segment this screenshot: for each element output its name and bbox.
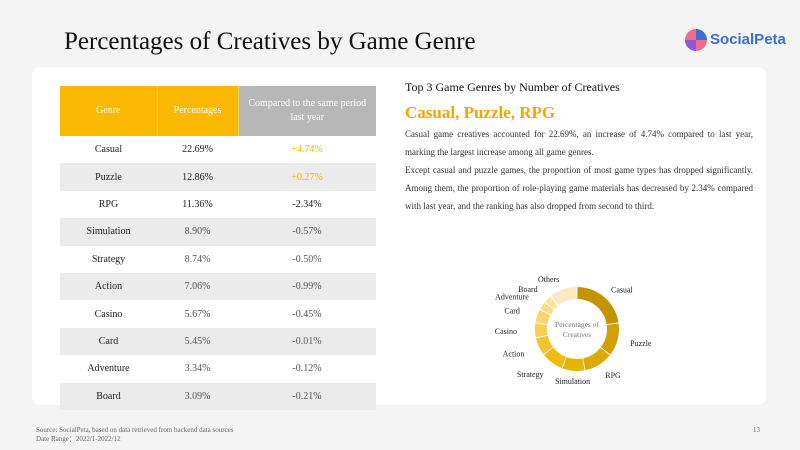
change-cell: +0.27%: [238, 163, 376, 191]
donut-label-others: Others: [538, 275, 559, 284]
donut-slice-others: [550, 287, 577, 306]
donut-center-label-line2: Creatives: [563, 330, 591, 339]
percentage-cell: 11.36%: [182, 198, 213, 210]
footer-source: Source: SocialPeta, based on data retrie…: [36, 426, 233, 444]
genre-table: Genre Percentages Compared to the same p…: [60, 86, 376, 410]
genre-cell: Puzzle: [60, 163, 157, 191]
source-note: Source: SocialPeta, based on data retrie…: [36, 426, 234, 434]
percentage-cell: 12.86%: [157, 163, 238, 191]
donut-slice-simulation: [562, 357, 585, 371]
header-compare: Compared to the same period last year: [237, 86, 376, 136]
donut-slice-rpg: [583, 347, 610, 371]
brand-logo-icon: [685, 29, 707, 51]
donut-slice-card: [535, 309, 551, 325]
summary-paragraph: Except casual and puzzle games, the prop…: [405, 165, 753, 211]
summary-subtitle: Casual, Puzzle, RPG: [405, 103, 556, 122]
page-number: 13: [753, 426, 760, 434]
donut-center-label-line1: Percentages of: [555, 320, 599, 329]
genre-cell: Adventure: [87, 363, 130, 375]
donut-label-adventure: Adventure: [495, 293, 529, 302]
summary-paragraph: Casual game creatives accounted for 22.6…: [405, 129, 753, 157]
donut-slice-action: [536, 335, 554, 355]
percentage-cell: 5.45%: [157, 327, 238, 356]
table-row: RPG 11.36% -2.34%: [60, 191, 376, 218]
donut-slice-strategy: [544, 347, 566, 369]
donut-slice-board: [545, 296, 558, 310]
table-row: Card 5.45% -0.01%: [60, 327, 376, 356]
change-cell: -0.50%: [292, 253, 322, 265]
change-cell: -0.12%: [292, 363, 322, 375]
table-row: Action 7.06% -0.99%: [60, 272, 376, 301]
donut-slice-casual: [577, 287, 619, 325]
donut-label-card: Card: [504, 306, 520, 315]
percentage-cell: 5.67%: [184, 308, 211, 320]
table-row: Casino 5.67% -0.45%: [60, 300, 376, 327]
table-row: Board 3.09% -0.21%: [60, 382, 376, 410]
header-genre: Genre: [60, 86, 157, 136]
table-row: Simulation 8.90% -0.57%: [60, 218, 376, 246]
change-cell: -0.57%: [238, 218, 376, 246]
donut-label-puzzle: Puzzle: [630, 339, 652, 348]
change-cell: -0.99%: [238, 272, 376, 301]
genre-cell: Board: [60, 382, 157, 410]
date-range: Date Range：2022/1-2022/12: [36, 435, 121, 443]
summary-heading: Top 3 Game Genres by Number of Creatives: [405, 80, 620, 94]
genre-cell: Casino: [94, 308, 123, 320]
table-row: Casual 22.69% +4.74%: [60, 136, 376, 163]
donut-chart: Casual Puzzle RPG Simulation Strategy Action C…: [480, 255, 680, 395]
percentage-cell: 22.69%: [182, 144, 213, 156]
genre-cell: Casual: [94, 144, 123, 156]
donut-label-board: Board: [518, 285, 538, 294]
table-header-row: Genre Percentages Compared to the same p…: [60, 86, 376, 136]
donut-label-action: Action: [503, 349, 525, 358]
page-title: Percentages of Creatives by Game Genre: [64, 28, 476, 55]
change-cell: +4.74%: [291, 144, 323, 156]
genre-cell: Strategy: [91, 253, 126, 265]
change-cell: -0.21%: [238, 382, 376, 410]
brand-name: SocialPeta: [710, 31, 786, 48]
genre-cell: RPG: [98, 198, 119, 210]
donut-label-strategy: Strategy: [517, 370, 544, 379]
table-row: Adventure 3.34% -0.12%: [60, 355, 376, 382]
percentage-cell: 3.34%: [184, 363, 211, 375]
percentage-cell: 3.09%: [157, 382, 238, 410]
genre-cell: Card: [60, 327, 157, 356]
donut-label-casino: Casino: [495, 327, 517, 336]
genre-cell: Simulation: [60, 218, 157, 246]
table-row: Strategy 8.74% -0.50%: [60, 246, 376, 273]
donut-label-rpg: RPG: [605, 371, 621, 380]
genre-cell: Action: [60, 272, 157, 301]
donut-slice-puzzle: [600, 323, 619, 355]
donut-slice-adventure: [540, 302, 554, 315]
header-percentages: Percentages: [156, 86, 238, 136]
donut-label-simulation: Simulation: [555, 377, 590, 386]
change-cell: -0.45%: [292, 308, 322, 320]
table-row: Puzzle 12.86% +0.27%: [60, 163, 376, 191]
brand-logo: SocialPeta: [684, 28, 800, 54]
percentage-cell: 7.06%: [157, 272, 238, 301]
donut-slice-casino: [535, 323, 548, 338]
change-cell: -0.01%: [238, 327, 376, 356]
percentage-cell: 8.90%: [157, 218, 238, 246]
donut-chart-svg: Casual Puzzle RPG Simulation Strategy Action C…: [495, 275, 652, 386]
change-cell: -2.34%: [292, 198, 322, 210]
donut-label-casual: Casual: [611, 286, 634, 295]
percentage-cell: 8.74%: [184, 253, 211, 265]
